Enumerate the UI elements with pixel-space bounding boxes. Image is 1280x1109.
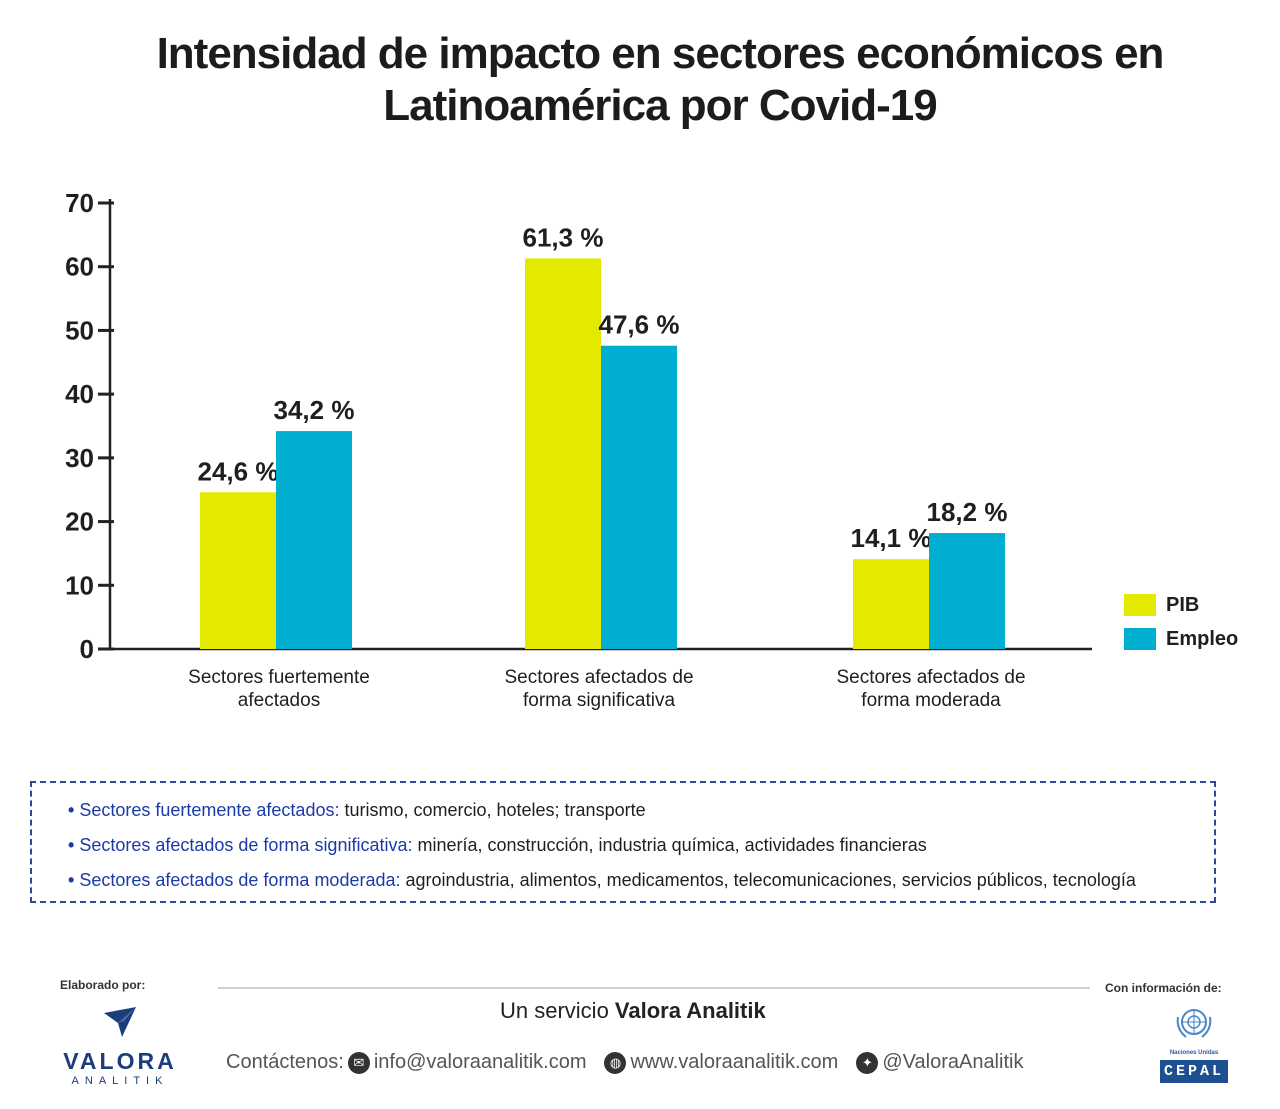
data-label-pib: 24,6 % — [198, 456, 279, 486]
y-tick-label: 70 — [65, 188, 94, 218]
chart-legend: PIB Empleo — [1124, 588, 1238, 656]
legend-label-empleo: Empleo — [1166, 627, 1239, 650]
data-label-pib: 14,1 % — [851, 523, 932, 553]
elaborated-by-label: Elaborado por: — [60, 978, 146, 992]
bullet-icon: • — [68, 835, 80, 855]
contact-label: Contáctenos: — [226, 1051, 344, 1073]
note-value: turismo, comercio, hoteles; transporte — [339, 800, 646, 820]
chart-title-line-1: Intensidad de impacto en sectores económ… — [156, 29, 1165, 78]
legend-swatch-empleo — [1124, 628, 1156, 650]
un-cepal-logo: Naciones Unidas CEPAL — [1160, 1003, 1229, 1083]
service-line: Un servicio Valora Analitik — [500, 998, 766, 1024]
y-tick-label: 30 — [65, 443, 94, 473]
bullet-icon: • — [68, 870, 80, 890]
data-label-empleo: 47,6 % — [599, 310, 680, 340]
x-category-label-1: Sectores afectados de forma significativ… — [504, 667, 694, 711]
data-label-pib: 61,3 % — [523, 222, 604, 252]
y-tick-label: 10 — [65, 570, 94, 600]
note-value: agroindustria, alimentos, medicamentos, … — [400, 870, 1136, 890]
cepal-label: CEPAL — [1160, 1060, 1229, 1083]
note-item: • Sectores afectados de forma significat… — [68, 828, 1214, 863]
y-tick-label: 20 — [65, 507, 94, 537]
valora-logo-sub: ANALITIK — [71, 1075, 169, 1087]
data-label-empleo: 18,2 % — [927, 497, 1008, 527]
note-key: Sectores afectados de forma moderada: — [79, 870, 401, 890]
note-item: • Sectores afectados de forma moderada: … — [68, 863, 1214, 898]
bar-pib — [853, 559, 929, 649]
un-label: Naciones Unidas — [1169, 1050, 1219, 1056]
x-category-label-0: Sectores fuertemente afectados — [188, 667, 370, 711]
legend-item-empleo: Empleo — [1124, 622, 1238, 656]
data-label-empleo: 34,2 % — [274, 395, 355, 425]
y-tick-label: 60 — [65, 252, 94, 282]
valora-logo: VALORA ANALITIK — [60, 1005, 180, 1087]
valora-logo-name: VALORA — [63, 1048, 177, 1074]
service-prefix: Un servicio — [500, 998, 615, 1023]
y-tick-label: 0 — [80, 634, 94, 664]
bar-pib — [525, 258, 601, 649]
legend-label-pib: PIB — [1166, 593, 1200, 616]
bullet-icon: • — [68, 800, 80, 820]
bar-pib — [200, 492, 276, 649]
legend-swatch-pib — [1124, 594, 1156, 616]
un-emblem-icon — [1176, 1009, 1212, 1038]
footer-divider — [218, 987, 1090, 989]
bar-empleo — [601, 345, 677, 649]
y-tick-label: 50 — [65, 315, 94, 345]
y-tick-label: 40 — [65, 379, 94, 409]
note-item: • Sectores fuertemente afectados: turism… — [68, 793, 1214, 828]
globe-icon: ◍ — [604, 1051, 627, 1074]
sector-notes-box: • Sectores fuertemente afectados: turism… — [30, 781, 1216, 903]
bar-empleo — [929, 533, 1005, 649]
note-key: Sectores fuertemente afectados: — [79, 800, 340, 820]
bar-empleo — [276, 431, 352, 649]
x-category-label-2: Sectores afectados de forma moderada — [836, 667, 1026, 711]
legend-item-pib: PIB — [1124, 588, 1238, 622]
note-key: Sectores afectados de forma significativ… — [79, 835, 413, 855]
valora-wing-icon — [104, 1007, 136, 1037]
contact-line: Contáctenos: ✉ info@valoraanalitik.com ◍… — [226, 1051, 1023, 1074]
contact-email[interactable]: info@valoraanalitik.com — [373, 1051, 587, 1073]
contact-twitter[interactable]: @ValoraAnalitik — [882, 1051, 1024, 1073]
note-value: minería, construcción, industria química… — [412, 835, 927, 855]
twitter-icon: ✦ — [856, 1051, 879, 1074]
mail-icon: ✉ — [347, 1051, 370, 1074]
service-brand: Valora Analitik — [614, 998, 766, 1023]
chart-title-line-2: Latinoamérica por Covid-19 — [383, 81, 937, 130]
chart-title: Intensidad de impacto en sectores económ… — [100, 28, 1220, 132]
source-info-label: Con información de: — [1105, 981, 1222, 995]
contact-website[interactable]: www.valoraanalitik.com — [630, 1051, 839, 1073]
bar-chart: 0 10 20 30 40 50 60 70 24,6 % 61,3 % 14,1 % 34,2 % 4… — [65, 188, 1092, 664]
